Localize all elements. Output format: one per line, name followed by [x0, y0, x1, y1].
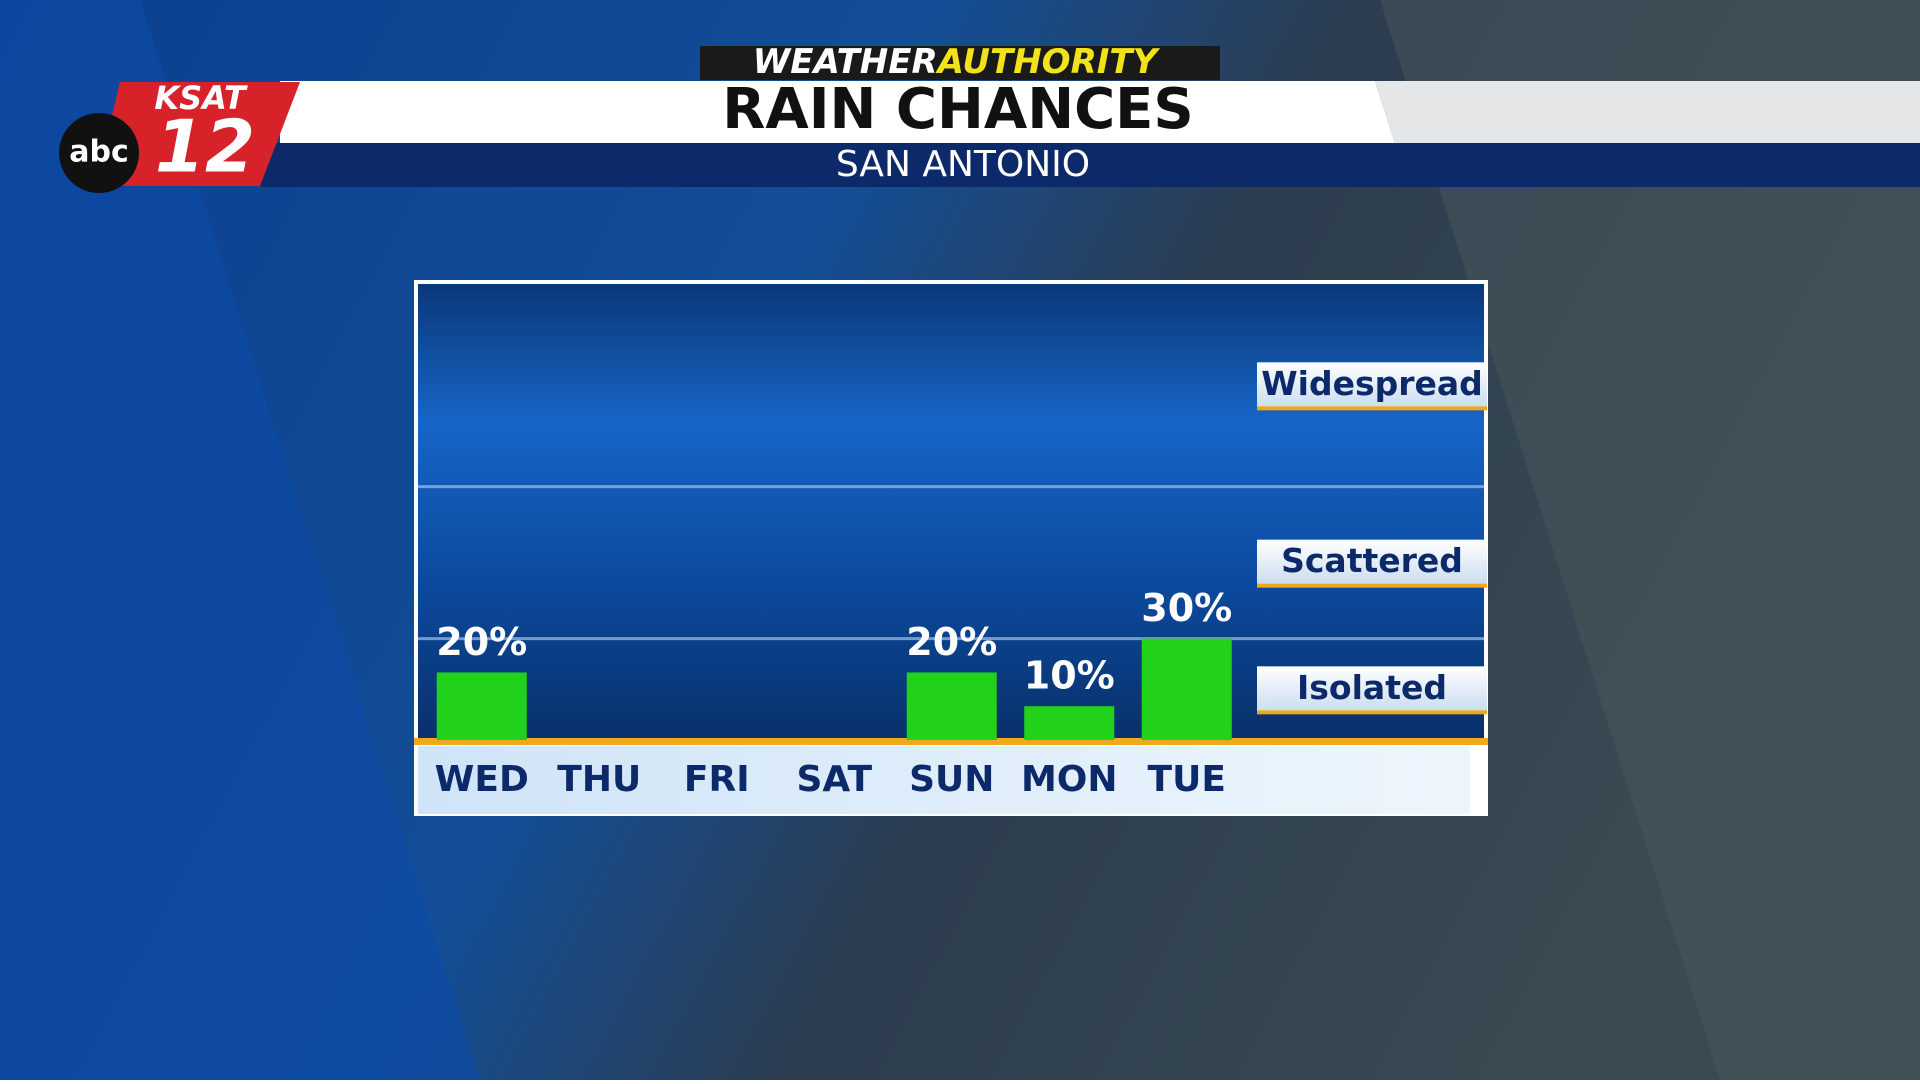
brand-1: WEATHER [753, 42, 938, 82]
x-tick-label: MON [1021, 759, 1118, 800]
bar [436, 672, 527, 740]
value-label: 20% [436, 620, 527, 664]
network-logo [59, 113, 139, 193]
bar [906, 672, 997, 740]
station-name: KSAT [154, 79, 248, 117]
band-label-box [1257, 362, 1487, 409]
subtitle-band [260, 143, 1920, 187]
plot-area [418, 284, 1484, 742]
band-label: Isolated [1297, 668, 1447, 707]
brand-2: AUTHORITY [935, 42, 1161, 82]
chart-marks: Isolated Scattered Widespread WED 20% THU FRI S… [418, 362, 1487, 800]
band-label-underline [1257, 583, 1487, 588]
bar [1024, 706, 1115, 740]
x-tick-label: TUE [1148, 759, 1226, 800]
chart-subtitle: SAN ANTONIO [836, 144, 1090, 185]
x-tick-label: FRI [684, 759, 750, 800]
brand: WEATHERAUTHORITY [753, 42, 1161, 82]
band-label-underline [1257, 406, 1487, 411]
bar [1141, 638, 1232, 740]
band-label: Scattered [1281, 541, 1463, 580]
x-tick-label: THU [557, 759, 641, 800]
rain-panel [1380, 0, 1920, 1080]
baseline [414, 738, 1488, 745]
title-band-right [1375, 81, 1920, 143]
brand-band [700, 46, 1220, 80]
value-label: 20% [906, 620, 997, 664]
x-tick-label: SUN [909, 759, 994, 800]
band-label-underline [1257, 710, 1487, 715]
category-band [418, 746, 1470, 814]
band-label: Widespread [1261, 364, 1483, 403]
chart-title: RAIN CHANCES [722, 77, 1194, 142]
x-tick-label: SAT [796, 759, 872, 800]
network-name: abc [69, 135, 129, 170]
left-panel [0, 0, 480, 1080]
band-label-box [1257, 666, 1487, 713]
title-band [280, 81, 1395, 143]
x-tick-label: WED [435, 759, 529, 800]
band-label-box [1257, 539, 1487, 586]
value-label: 30% [1141, 586, 1232, 630]
value-label: 10% [1024, 654, 1115, 698]
station-logo [95, 82, 300, 186]
channel-number: 12 [155, 105, 255, 189]
